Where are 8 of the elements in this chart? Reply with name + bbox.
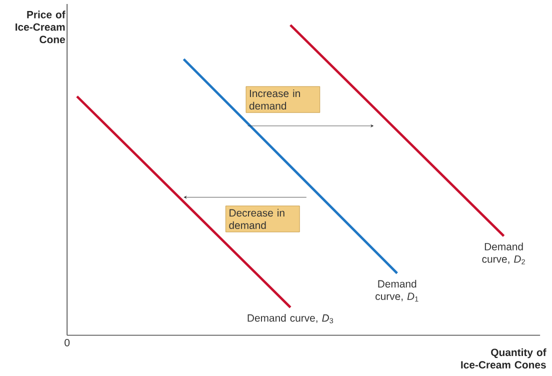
text: 0 <box>64 338 70 346</box>
x-axis-title: Quantity of Ice-Cream Cones <box>461 348 546 368</box>
series-label: Demand curve, D$_{2}$ <box>482 242 525 264</box>
series-label: Demand curve, D$_{3}$ <box>248 314 334 324</box>
y-axis-title: Price of Ice-Cream Cone <box>16 10 66 44</box>
annotation: Decrease in demand <box>229 208 284 229</box>
annotation: Increase in demand <box>249 89 300 110</box>
series-label: Demand curve, D$_{1}$ <box>376 280 418 302</box>
